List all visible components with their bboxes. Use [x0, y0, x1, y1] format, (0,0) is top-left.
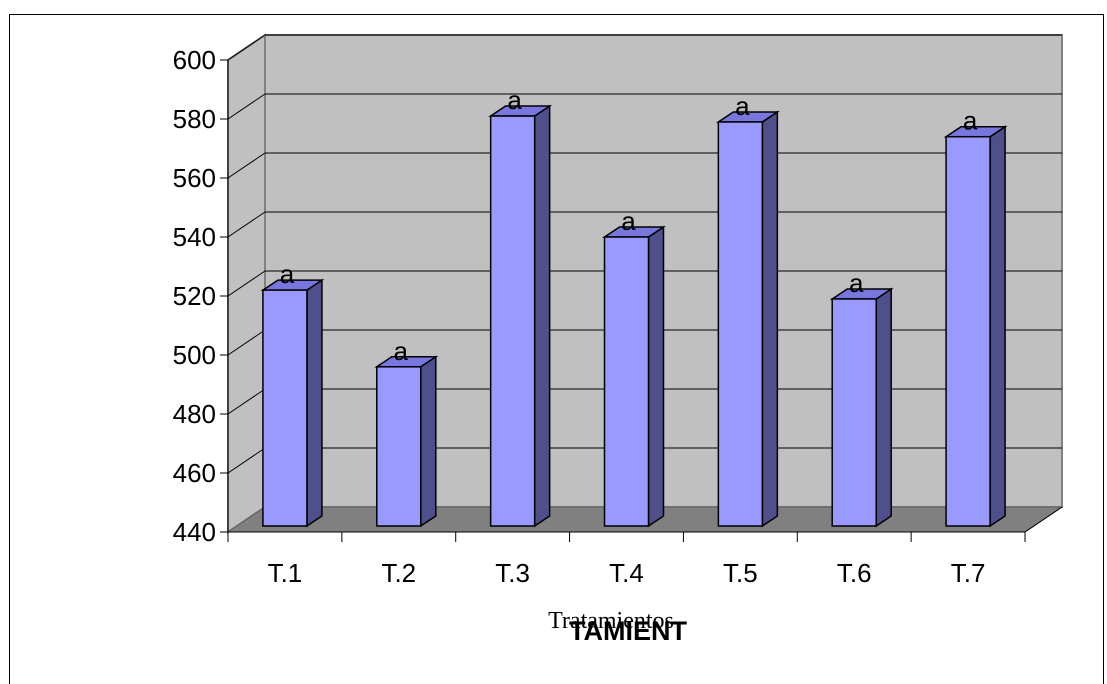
- x-tick-label: T.5: [723, 558, 758, 588]
- gridline-side: [227, 152, 266, 179]
- bar-side: [420, 355, 437, 528]
- y-tick-label: 480: [173, 399, 216, 429]
- gridline-side: [227, 388, 266, 415]
- y-tick-label: 440: [173, 517, 216, 547]
- x-tick-label: T.1: [268, 558, 303, 588]
- x-axis-label: Tratamientos: [548, 608, 674, 634]
- bar: [945, 135, 991, 527]
- y-tick-label: 600: [173, 45, 216, 75]
- x-axis-label-overlay: TAMIENT: [569, 616, 687, 646]
- bar-side: [989, 125, 1006, 528]
- y-tick-label: 580: [173, 104, 216, 134]
- bar: [603, 236, 650, 527]
- y-tick-label: 540: [173, 222, 216, 252]
- y-tick-label: 460: [173, 458, 216, 488]
- data-label: a: [735, 91, 750, 121]
- bar-side: [875, 287, 892, 528]
- y-tick-label: 560: [173, 163, 216, 193]
- bar: [489, 115, 536, 527]
- gridline-side: [227, 270, 266, 297]
- x-tick-label: T.2: [381, 558, 416, 588]
- x-tick-label: T.7: [951, 558, 986, 588]
- bar: [831, 298, 877, 527]
- bar: [376, 366, 422, 527]
- x-tick-label: T.3: [495, 558, 530, 588]
- data-label: a: [963, 106, 978, 136]
- data-label: a: [621, 206, 636, 236]
- gridline-side: [227, 93, 266, 120]
- data-label: a: [507, 85, 522, 115]
- bar: [717, 121, 764, 527]
- gridline-side: [227, 329, 266, 356]
- bar-side: [647, 225, 665, 528]
- data-label: a: [849, 268, 864, 298]
- y-tick-label: 520: [173, 281, 216, 311]
- chart-frame: [9, 14, 1104, 684]
- bar: [262, 289, 308, 527]
- gridline-side: [227, 211, 266, 238]
- gridline-side: [227, 447, 266, 474]
- bar-side: [306, 278, 323, 528]
- x-tick-label: T.4: [609, 558, 644, 588]
- gridline-side: [227, 34, 266, 61]
- x-tick-label: T.6: [837, 558, 872, 588]
- data-label: a: [280, 259, 295, 289]
- y-tick-label: 500: [173, 340, 216, 370]
- bar-side: [533, 104, 551, 528]
- x-axis-depth-line: [1024, 506, 1063, 533]
- bar-side: [761, 110, 779, 528]
- data-label: a: [394, 336, 409, 366]
